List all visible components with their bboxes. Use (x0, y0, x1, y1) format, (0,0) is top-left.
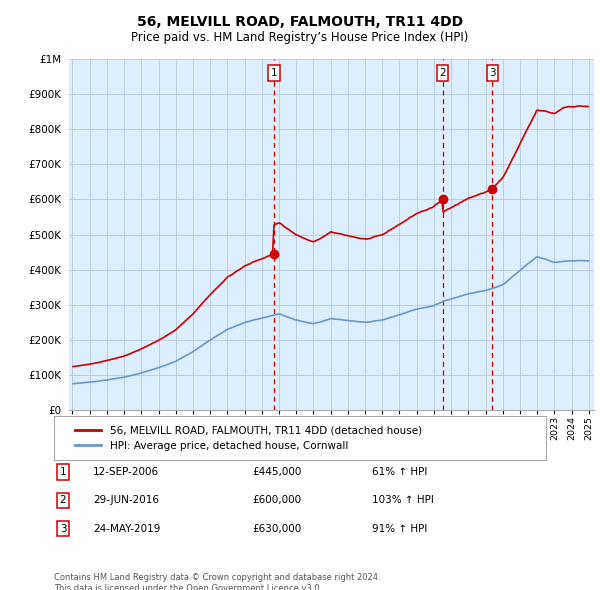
Text: 103% ↑ HPI: 103% ↑ HPI (372, 496, 434, 505)
Text: Price paid vs. HM Land Registry’s House Price Index (HPI): Price paid vs. HM Land Registry’s House … (131, 31, 469, 44)
Text: 1: 1 (271, 68, 277, 78)
Text: 3: 3 (59, 524, 67, 533)
Text: £630,000: £630,000 (252, 524, 301, 533)
Text: Contains HM Land Registry data © Crown copyright and database right 2024.: Contains HM Land Registry data © Crown c… (54, 573, 380, 582)
Text: 2: 2 (439, 68, 446, 78)
Text: 3: 3 (489, 68, 496, 78)
Text: 29-JUN-2016: 29-JUN-2016 (93, 496, 159, 505)
Legend: 56, MELVILL ROAD, FALMOUTH, TR11 4DD (detached house), HPI: Average price, detac: 56, MELVILL ROAD, FALMOUTH, TR11 4DD (de… (69, 419, 428, 457)
Text: This data is licensed under the Open Government Licence v3.0.: This data is licensed under the Open Gov… (54, 584, 322, 590)
Text: 12-SEP-2006: 12-SEP-2006 (93, 467, 159, 477)
Text: £600,000: £600,000 (252, 496, 301, 505)
Text: 56, MELVILL ROAD, FALMOUTH, TR11 4DD: 56, MELVILL ROAD, FALMOUTH, TR11 4DD (137, 15, 463, 29)
Text: 91% ↑ HPI: 91% ↑ HPI (372, 524, 427, 533)
Text: 1: 1 (59, 467, 67, 477)
Text: 61% ↑ HPI: 61% ↑ HPI (372, 467, 427, 477)
Text: £445,000: £445,000 (252, 467, 301, 477)
Text: 2: 2 (59, 496, 67, 505)
Text: 24-MAY-2019: 24-MAY-2019 (93, 524, 160, 533)
